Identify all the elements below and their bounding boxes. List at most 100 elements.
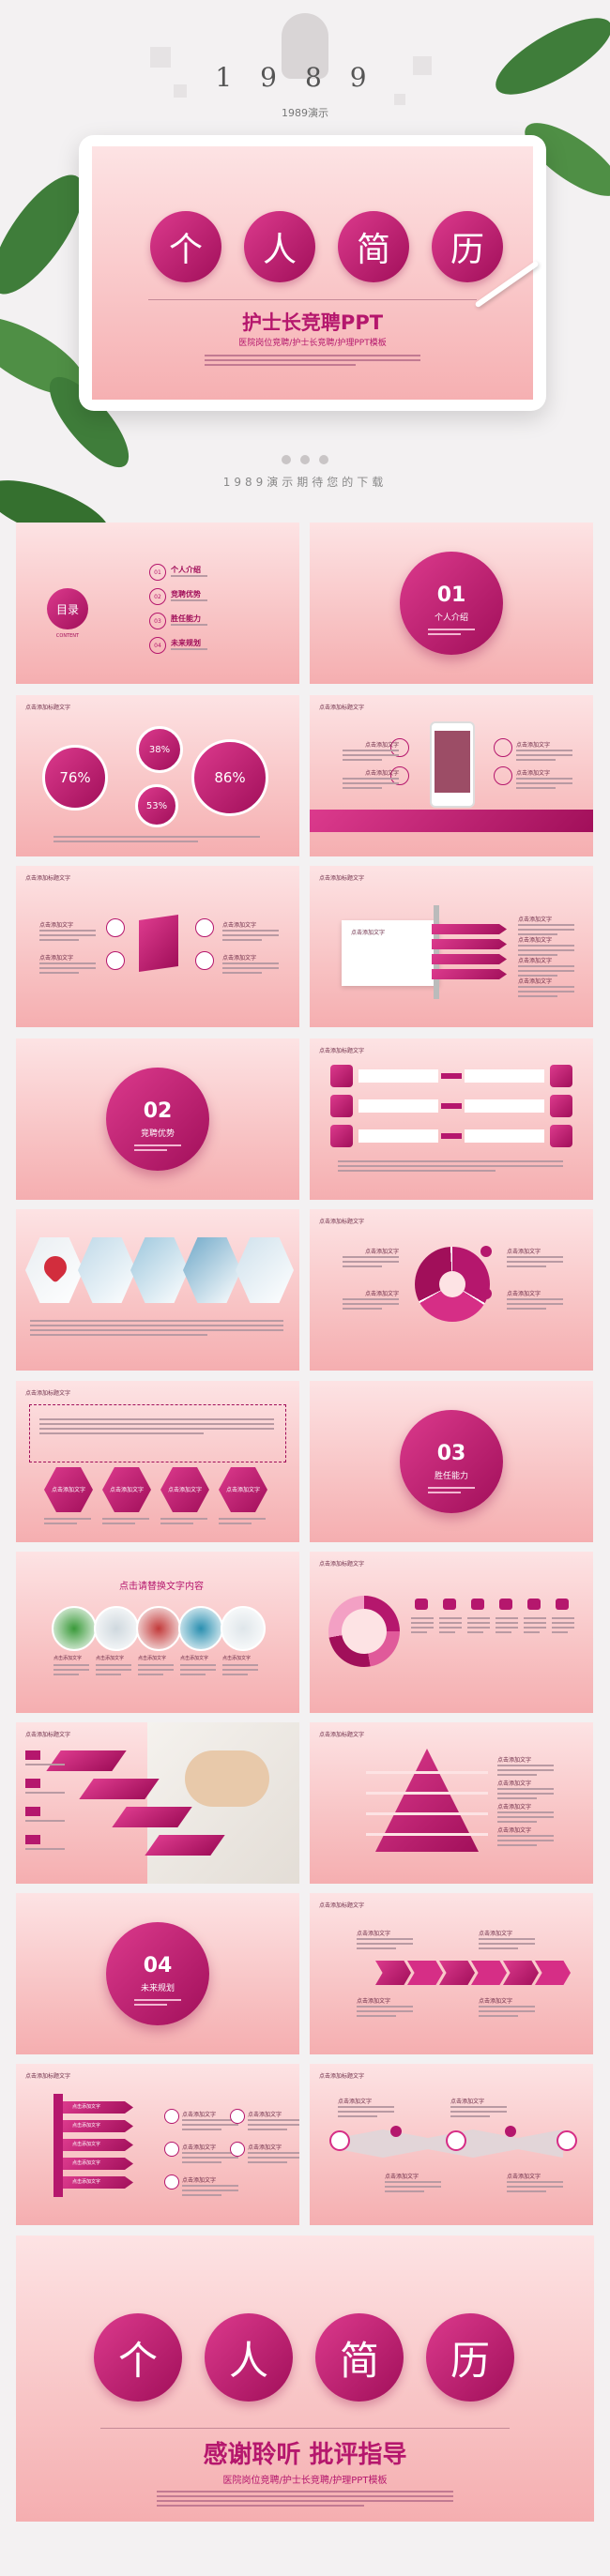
section-circle: 01 个人介绍 (400, 552, 503, 655)
title-char: 历 (426, 2313, 514, 2402)
placeholder: 点击添加文字 (479, 1931, 513, 1937)
arrow-tag (63, 2158, 133, 2170)
text-line (357, 1943, 413, 1945)
slide: 点击添加标题文字 (310, 1038, 593, 1200)
band (310, 810, 593, 832)
placeholder: 点击添加文字 (248, 2112, 282, 2118)
placeholder: 点击添加文字 (364, 1291, 399, 1297)
cover-caption: 医院岗位竞聘/护士长竞聘/护理PPT模板 (238, 339, 387, 348)
square (550, 1095, 572, 1117)
text-line (385, 2181, 441, 2183)
text-line (496, 1622, 518, 1624)
text-line (157, 2495, 453, 2497)
text-line (248, 2152, 299, 2154)
text-line (248, 2119, 299, 2121)
text-line (222, 972, 262, 974)
text-line (248, 2161, 287, 2163)
text-line (222, 967, 279, 969)
text-line (53, 1669, 89, 1671)
text-line (248, 2157, 299, 2159)
chevron (471, 1961, 507, 1985)
slide: 点击添加标题文字 (310, 1552, 593, 1713)
slide-heading: 点击添加标题文字 (319, 1732, 365, 1738)
text-line (507, 2181, 563, 2183)
icon (471, 1599, 484, 1610)
slide: 点击添加标题文字 点击添加文字 点击添加文字 点击添加文字 点击添加文字 (16, 1381, 299, 1542)
pole (434, 905, 439, 999)
slide: 点击添加标题文字 点击添加文字 点击添加文字 点击添加文字 点击添加文字 (310, 1209, 593, 1371)
arrow (441, 1133, 462, 1139)
text-line (518, 995, 557, 997)
text-line (157, 2505, 365, 2507)
text-line (180, 1674, 206, 1675)
text-line (39, 1423, 274, 1425)
pyramid-gap (366, 1792, 488, 1795)
text-line (497, 1821, 537, 1823)
text-line (44, 1523, 77, 1524)
section-circle: 03 胜任能力 (400, 1410, 503, 1513)
contents-subtitle: CONTENT (55, 633, 80, 639)
item-label: 竞聘优势 (171, 590, 201, 599)
hex-text: 点击添加文字 (167, 1487, 202, 1493)
text-line (182, 2119, 238, 2121)
slide: 02 竞聘优势 (16, 1038, 299, 1200)
text-line (467, 1627, 490, 1629)
cover-screen: 个人简历 护士长竞聘PPT 医院岗位竞聘/护士长竞聘/护理PPT模板 (92, 146, 533, 400)
hex-text: 点击添加文字 (51, 1487, 85, 1493)
item-label: 胜任能力 (171, 614, 201, 623)
section-label: 竞聘优势 (140, 1129, 175, 1139)
title-char: 个 (150, 211, 221, 282)
slide-heading: 点击添加标题文字 (25, 875, 71, 882)
cover-line (148, 299, 477, 300)
photo-circle (136, 1606, 181, 1651)
icon (494, 738, 512, 757)
slide-heading: 点击添加标题文字 (25, 1390, 71, 1397)
section-circle: 04 未来规划 (106, 1922, 209, 2025)
text-line (180, 1664, 216, 1666)
slide-heading: 点击添加标题文字 (319, 1219, 365, 1225)
placeholder: 点击添加文字 (182, 2177, 217, 2184)
slide: 点击添加标题文字 点击添加文字 点击添加文字 点击添加文字 点击添加文字 点击添加文字 (310, 866, 593, 1027)
slide: 03 胜任能力 (310, 1381, 593, 1542)
text-line (411, 1631, 427, 1633)
ending-line (100, 2428, 510, 2429)
slide-heading: 点击添加标题文字 (319, 1561, 365, 1568)
text-line (450, 2106, 507, 2108)
slide: 点击请替换文字内容 点击添加文字 点击添加文字 点击添加文字 点击添加文字 点击添加文字 (16, 1552, 299, 1713)
placeholder: 点击添加文字 (507, 1249, 541, 1255)
text-line (357, 2010, 413, 2012)
text-line (343, 750, 399, 751)
section-number: 04 (143, 1954, 173, 1977)
slide: 点击添加标题文字 点击添加文字 点击添加文字 点击添加文字 点击添加文字 (16, 866, 299, 1027)
placeholder: 点击添加文字 (357, 1998, 391, 2005)
text-line (507, 1256, 563, 1258)
text-line (524, 1627, 546, 1629)
text-line (248, 2124, 299, 2126)
text-line (428, 633, 461, 635)
icon (494, 766, 512, 785)
phone-screen (435, 731, 470, 793)
item-number: 02 (149, 588, 166, 605)
arrow-bar (432, 924, 507, 934)
text-line (518, 933, 557, 935)
square (330, 1095, 353, 1117)
placeholder: 点击添加文字 (39, 955, 74, 962)
text-line (524, 1631, 540, 1633)
text-line (496, 1627, 518, 1629)
text-line (248, 2129, 287, 2130)
text-line (338, 1170, 496, 1172)
text-line (222, 930, 279, 932)
item-number: 04 (149, 637, 166, 654)
text-line (552, 1627, 574, 1629)
stat-circle: 38% (136, 726, 183, 773)
text-line (222, 1669, 258, 1671)
placeholder: 点击添加文字 (53, 1656, 83, 1661)
tag-text: 点击添加文字 (72, 2160, 101, 2166)
placeholder: 点击添加文字 (248, 2144, 282, 2151)
text-line (182, 2129, 221, 2130)
stat-circle: 53% (135, 784, 178, 827)
item-number: 03 (149, 613, 166, 629)
gray-panel (342, 920, 439, 986)
text-line (507, 1308, 546, 1310)
